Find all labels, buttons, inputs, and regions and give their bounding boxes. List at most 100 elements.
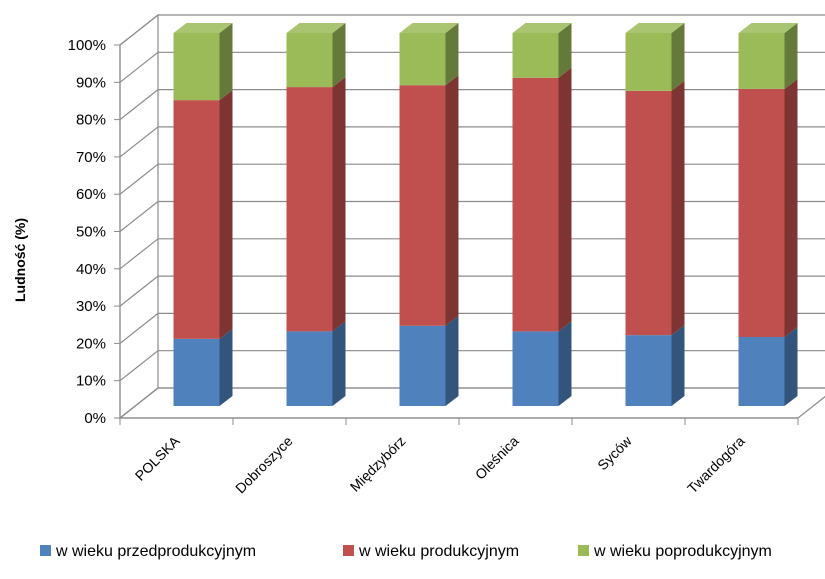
- x-category-label: Twardogóra: [684, 433, 748, 497]
- bar-segment: [173, 23, 233, 101]
- x-category-label: Dobroszyce: [232, 433, 296, 497]
- bar-front: [512, 77, 559, 332]
- x-category-label: Oleśnica: [472, 433, 522, 483]
- bar-front: [625, 33, 672, 91]
- gridline: [119, 51, 825, 83]
- bar-segment: [399, 315, 459, 406]
- bar-side: [784, 326, 798, 406]
- bar-side: [784, 78, 798, 337]
- legend-item: w wieku produkcyjnym: [343, 543, 519, 560]
- bar-side: [558, 23, 572, 78]
- bar-side: [219, 328, 233, 406]
- bar-segment: [399, 75, 459, 326]
- bar-front: [625, 335, 672, 406]
- bar-front: [173, 100, 220, 339]
- bar-side: [219, 90, 233, 339]
- y-tick-label: 20%: [76, 335, 106, 352]
- gridline: [119, 350, 825, 382]
- bar-front: [738, 33, 785, 89]
- bar-side: [671, 325, 685, 406]
- gridline: [119, 275, 825, 307]
- gridline: [119, 238, 825, 270]
- bar-side: [445, 75, 459, 326]
- bar-top: [738, 23, 798, 33]
- bar-front: [399, 85, 446, 326]
- x-axis: POLSKA Dobroszyce Międzybórz Oleśnica Syców T…: [119, 417, 799, 497]
- bar-front: [738, 336, 785, 406]
- y-axis-ticks: 0% 10% 20% 30% 40% 50% 60% 70% 80% 90% 100%: [68, 37, 121, 427]
- bar-segment: [512, 67, 572, 332]
- legend-swatch: [343, 545, 354, 556]
- bar-side: [784, 23, 798, 89]
- x-category-label: Syców: [594, 432, 635, 473]
- bar-segment: [625, 80, 685, 336]
- bar-side: [332, 77, 346, 332]
- bar-front: [512, 331, 559, 406]
- bar-segment: [399, 23, 459, 86]
- bar-side: [219, 23, 233, 101]
- y-tick-label: 70%: [76, 149, 106, 166]
- gridline: [119, 14, 825, 46]
- bar-segment: [286, 23, 346, 88]
- bar-front: [286, 33, 333, 88]
- bar-front: [399, 325, 446, 406]
- gridline: [119, 312, 825, 344]
- bar-top: [399, 23, 459, 33]
- legend: w wieku przedprodukcyjnym w wieku produkc…: [40, 543, 772, 560]
- y-tick-label: 80%: [76, 112, 106, 129]
- bar-side: [558, 321, 572, 406]
- legend-label: w wieku poprodukcyjnym: [593, 543, 772, 560]
- gridline: [119, 88, 825, 121]
- y-tick-label: 50%: [76, 224, 106, 241]
- y-axis-title: Ludność (%): [12, 218, 28, 302]
- gridlines: [119, 14, 825, 419]
- bars: [173, 23, 798, 406]
- bar-side: [332, 321, 346, 406]
- bar-side: [445, 23, 459, 86]
- y-tick-label: 0%: [84, 410, 106, 427]
- bar-side: [558, 67, 572, 332]
- legend-label: w wieku przedprodukcyjnym: [55, 543, 256, 560]
- bar-front: [738, 88, 785, 337]
- bar-front: [173, 338, 220, 406]
- y-tick-label: 40%: [76, 261, 106, 278]
- bar-segment: [625, 325, 685, 406]
- bar-side: [671, 80, 685, 336]
- y-tick-label: 10%: [76, 373, 106, 390]
- gridline: [119, 387, 825, 419]
- bar-segment: [625, 23, 685, 91]
- gridline: [119, 126, 825, 158]
- bar-segment: [512, 23, 572, 78]
- bar-front: [625, 90, 672, 336]
- bar-segment: [738, 23, 798, 89]
- y-tick-label: 60%: [76, 186, 106, 203]
- bar-side: [671, 23, 685, 91]
- bar-front: [512, 33, 559, 78]
- bar-front: [399, 33, 446, 86]
- bar-segment: [286, 77, 346, 332]
- bar-top: [173, 23, 233, 33]
- bar-top: [286, 23, 346, 33]
- bar-side: [445, 315, 459, 406]
- bar-front: [286, 87, 333, 332]
- legend-item: w wieku poprodukcyjnym: [578, 543, 772, 560]
- legend-label: w wieku produkcyjnym: [358, 543, 519, 560]
- bar-segment: [173, 328, 233, 406]
- gridline: [119, 200, 825, 232]
- x-category-label: Międzybórz: [347, 433, 409, 495]
- legend-item: w wieku przedprodukcyjnym: [40, 543, 256, 560]
- bar-segment: [512, 321, 572, 406]
- bar-front: [173, 33, 220, 101]
- bar-segment: [738, 78, 798, 337]
- bar-side: [332, 23, 346, 88]
- bar-front: [286, 331, 333, 406]
- bar-segment: [173, 90, 233, 339]
- legend-swatch: [578, 545, 589, 556]
- legend-swatch: [40, 545, 51, 556]
- gridline: [119, 163, 825, 195]
- y-tick-label: 90%: [76, 74, 106, 91]
- bar-top: [625, 23, 685, 33]
- bar-segment: [738, 326, 798, 406]
